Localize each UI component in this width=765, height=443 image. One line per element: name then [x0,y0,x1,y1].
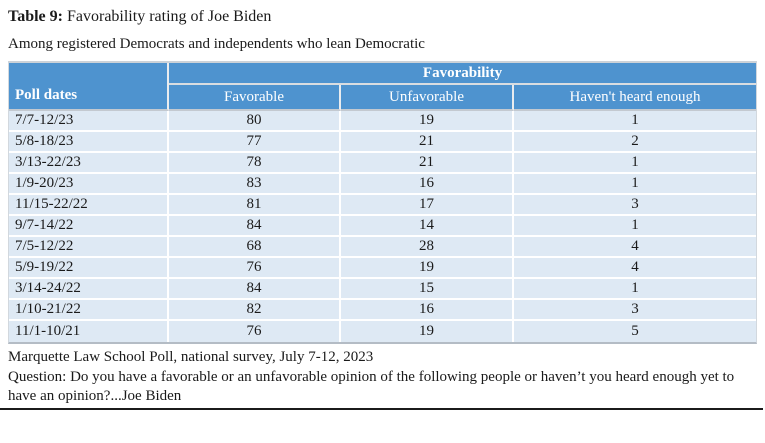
table-row: 3/14-24/22 84 15 1 [9,279,756,300]
havent-heard-cell: 1 [514,279,756,300]
havent-heard-cell: 1 [514,174,756,195]
poll-date-cell: 3/14-24/22 [9,279,169,300]
unfavorable-cell: 19 [341,321,514,342]
poll-date-cell: 11/15-22/22 [9,195,169,216]
group-header-row: Poll dates Favorability [9,63,756,111]
table-row: 1/10-21/22 82 16 3 [9,300,756,321]
source-note: Marquette Law School Poll, national surv… [8,349,374,365]
unfavorable-cell: 15 [341,279,514,300]
favorable-cell: 81 [169,195,341,216]
table-row: 11/15-22/22 81 17 3 [9,195,756,216]
unfavorable-cell: 21 [341,132,514,153]
table-row: 9/7-14/22 84 14 1 [9,216,756,237]
group-header-favorability: Favorability [169,63,756,85]
favorable-cell: 82 [169,300,341,321]
havent-heard-cell: 3 [514,300,756,321]
havent-heard-cell: 3 [514,195,756,216]
table-row: 11/1-10/21 76 19 5 [9,321,756,342]
havent-heard-cell: 1 [514,153,756,174]
unfavorable-cell: 14 [341,216,514,237]
page-subtitle: Among registered Democrats and independe… [8,36,425,52]
unfavorable-cell: 19 [341,258,514,279]
table-number-label: Table 9: [8,8,63,25]
table-row: 7/5-12/22 68 28 4 [9,237,756,258]
unfavorable-cell: 19 [341,111,514,132]
favorable-cell: 76 [169,321,341,342]
unfavorable-cell: 17 [341,195,514,216]
poll-date-cell: 7/5-12/22 [9,237,169,258]
havent-heard-cell: 4 [514,237,756,258]
table-body: 7/7-12/23 80 19 1 5/8-18/23 77 21 2 3/13-22/23 78… [9,111,756,342]
column-header-favorable: Favorable [169,85,341,111]
unfavorable-cell: 16 [341,174,514,195]
bottom-rule [0,408,763,410]
havent-heard-cell: 5 [514,321,756,342]
question-note: Question: Do you have a favorable or an … [8,369,735,404]
poll-date-cell: 5/8-18/23 [9,132,169,153]
unfavorable-cell: 28 [341,237,514,258]
table-header: Poll dates Favorability Favorable Unfavo… [9,63,756,111]
page-title: Table 9: Favorability rating of Joe Bide… [8,6,757,28]
poll-date-cell: 1/10-21/22 [9,300,169,321]
favorability-table: Poll dates Favorability Favorable Unfavo… [9,63,756,342]
favorable-cell: 78 [169,153,341,174]
favorable-cell: 84 [169,279,341,300]
table-row: 1/9-20/23 83 16 1 [9,174,756,195]
subheader-row: Favorable Unfavorable Haven't heard enou… [9,85,756,111]
poll-date-cell: 7/7-12/23 [9,111,169,132]
poll-date-cell: 5/9-19/22 [9,258,169,279]
table-title-text: Favorability rating of Joe Biden [66,8,272,25]
favorable-cell: 84 [169,216,341,237]
table-row: 5/8-18/23 77 21 2 [9,132,756,153]
poll-date-cell: 9/7-14/22 [9,216,169,237]
unfavorable-cell: 21 [341,153,514,174]
table-row: 3/13-22/23 78 21 1 [9,153,756,174]
column-header-unfavorable: Unfavorable [341,85,514,111]
favorable-cell: 83 [169,174,341,195]
favorable-cell: 76 [169,258,341,279]
table-row: 7/7-12/23 80 19 1 [9,111,756,132]
havent-heard-cell: 1 [514,216,756,237]
havent-heard-cell: 1 [514,111,756,132]
favorable-cell: 68 [169,237,341,258]
favorable-cell: 77 [169,132,341,153]
poll-date-cell: 11/1-10/21 [9,321,169,342]
column-header-havent-heard-enough: Haven't heard enough [514,85,756,111]
poll-date-cell: 3/13-22/23 [9,153,169,174]
poll-date-cell: 1/9-20/23 [9,174,169,195]
unfavorable-cell: 16 [341,300,514,321]
havent-heard-cell: 4 [514,258,756,279]
favorable-cell: 80 [169,111,341,132]
table-row: 5/9-19/22 76 19 4 [9,258,756,279]
column-header-poll-dates: Poll dates [9,63,169,111]
havent-heard-cell: 2 [514,132,756,153]
favorability-table-container: Poll dates Favorability Favorable Unfavo… [8,61,757,344]
